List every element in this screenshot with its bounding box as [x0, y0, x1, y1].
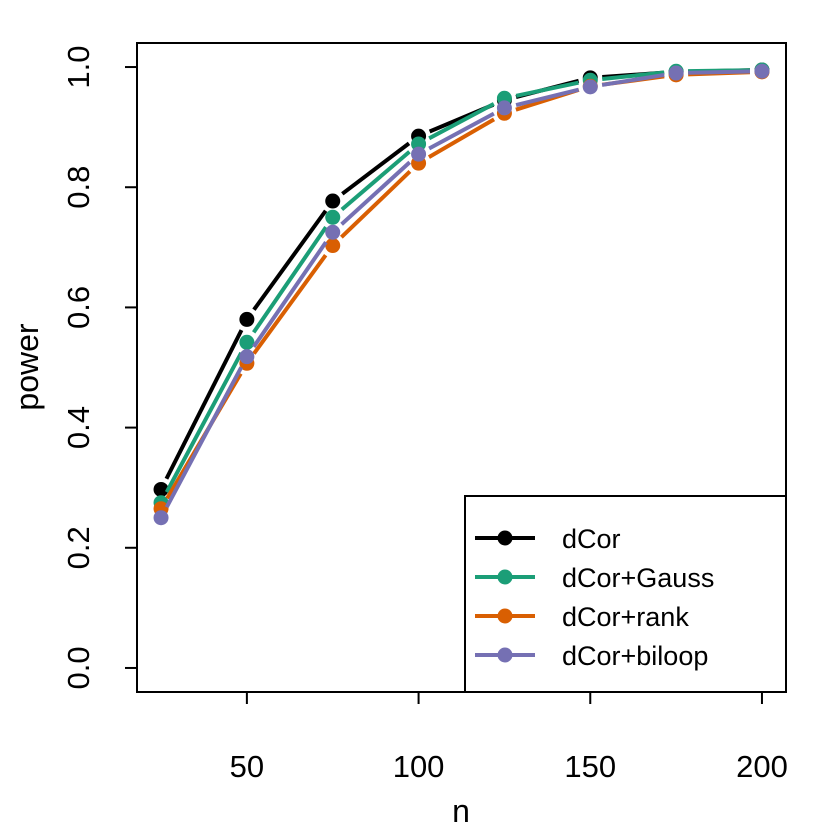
data-point: [496, 100, 512, 116]
y-tick-label: 0.4: [61, 406, 96, 449]
data-point: [668, 65, 684, 81]
y-tick-label: 0.6: [61, 286, 96, 329]
y-tick-label: 0.2: [61, 526, 96, 569]
y-tick-label: 1.0: [61, 45, 96, 88]
series-segment: [428, 111, 495, 151]
series-segment: [340, 160, 412, 226]
legend: dCor dCor+Gauss dCor+rank dCor+biloop: [464, 495, 787, 693]
series-segment: [252, 241, 328, 348]
data-point: [325, 224, 341, 240]
legend-entry: dCor: [475, 524, 621, 554]
data-point: [325, 238, 341, 254]
data-point: [153, 481, 169, 497]
x-tick-label: 200: [736, 749, 788, 784]
series-dCor+biloop: [153, 63, 770, 526]
legend-label: dCor+Gauss: [562, 563, 714, 593]
series-segment: [515, 87, 580, 107]
series-segment: [252, 226, 328, 334]
data-point: [411, 146, 427, 162]
series-segment: [427, 117, 496, 159]
series-segment: [164, 329, 244, 480]
series-segment: [340, 170, 412, 239]
legend-entry: dCor+rank: [475, 602, 689, 632]
y-tick-label: 0.0: [61, 646, 96, 689]
series-segment: [252, 209, 328, 311]
series-segment: [601, 70, 665, 81]
data-point: [754, 63, 770, 79]
data-point: [325, 193, 341, 209]
legend-label: dCor: [562, 524, 621, 554]
data-point: [325, 209, 341, 225]
y-tick-label: 0.8: [61, 166, 96, 209]
data-point: [239, 349, 255, 365]
y-axis-title: power: [9, 323, 45, 411]
legend-marker: [497, 569, 513, 585]
y-axis: 0.0 0.2 0.4 0.6 0.8 1.0: [61, 45, 138, 690]
series-segment: [252, 254, 328, 355]
series-segment: [164, 351, 243, 494]
series-segment: [340, 150, 411, 211]
legend-marker: [497, 530, 513, 546]
legend-entry: dCor+Gauss: [475, 563, 714, 593]
series-segment: [688, 69, 751, 75]
series-segment: [428, 102, 495, 141]
series-segment: [341, 141, 411, 196]
legend-marker: [497, 647, 513, 663]
series-segment: [164, 366, 244, 509]
series-segment: [601, 72, 665, 87]
x-tick-label: 50: [230, 749, 264, 784]
x-tick-label: 100: [393, 749, 445, 784]
legend-box: [464, 495, 787, 693]
data-point: [239, 334, 255, 350]
legend-entry: dCor+biloop: [475, 641, 708, 671]
x-tick-label: 150: [564, 749, 616, 784]
data-point: [582, 79, 598, 95]
data-point: [153, 510, 169, 526]
legend-label: dCor+biloop: [562, 641, 708, 671]
series-segment: [515, 80, 579, 98]
legend-label: dCor+rank: [562, 602, 689, 632]
legend-marker: [497, 608, 513, 624]
data-point: [239, 311, 255, 327]
series-layer: [153, 62, 770, 526]
x-axis-title: n: [452, 793, 470, 829]
